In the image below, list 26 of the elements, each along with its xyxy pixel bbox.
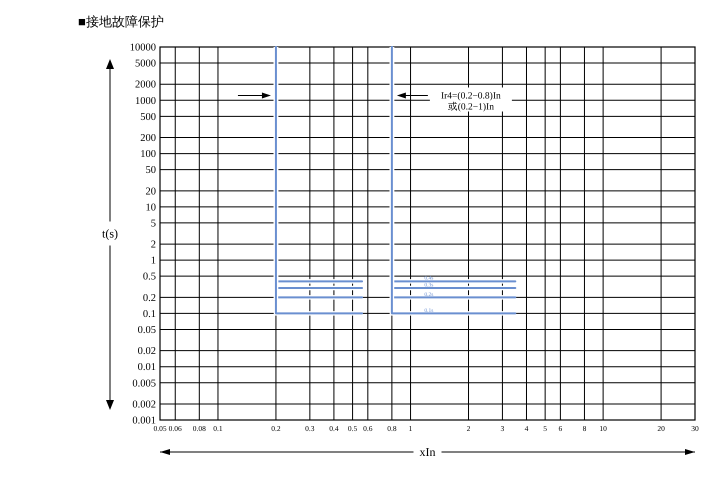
- y-tick-label: 500: [140, 112, 156, 123]
- y-tick-label: 0.5: [142, 272, 156, 283]
- y-tick-label: 0.2: [142, 292, 156, 304]
- y-tick-label: 1: [150, 256, 156, 267]
- y-tick-label: 0.005: [132, 378, 156, 390]
- y-tick-label: 0.05: [138, 324, 156, 336]
- y-tick-label: 5: [150, 218, 156, 230]
- y-tick-label: 2000: [135, 80, 156, 91]
- y-tick-label: 0.02: [138, 346, 156, 358]
- y-tick-label: 10: [146, 202, 156, 214]
- y-tick-label: 5000: [135, 58, 156, 70]
- y-tick-label: 0.1: [142, 308, 156, 320]
- x-axis-title: xIn: [420, 445, 436, 459]
- y-tick-label: 0.001: [132, 416, 156, 426]
- y-tick-label: 0.01: [138, 362, 156, 374]
- y-tick-label: 0.002: [132, 399, 156, 410]
- chart-title: ■接地故障保护: [78, 14, 164, 29]
- y-tick-label: 20: [146, 186, 156, 198]
- y-tick-label: 50: [146, 165, 156, 176]
- y-tick-label: 100: [140, 149, 156, 160]
- y-tick-label: 200: [140, 133, 156, 144]
- y-tick-label: 1000: [135, 96, 156, 107]
- y-tick-label: 2: [150, 240, 156, 251]
- annotation: Ir4=(0.2−0.8)In 或(0.2−1)In: [440, 91, 502, 112]
- y-tick-label: 10000: [130, 42, 156, 54]
- y-axis-title: t(s): [102, 226, 118, 240]
